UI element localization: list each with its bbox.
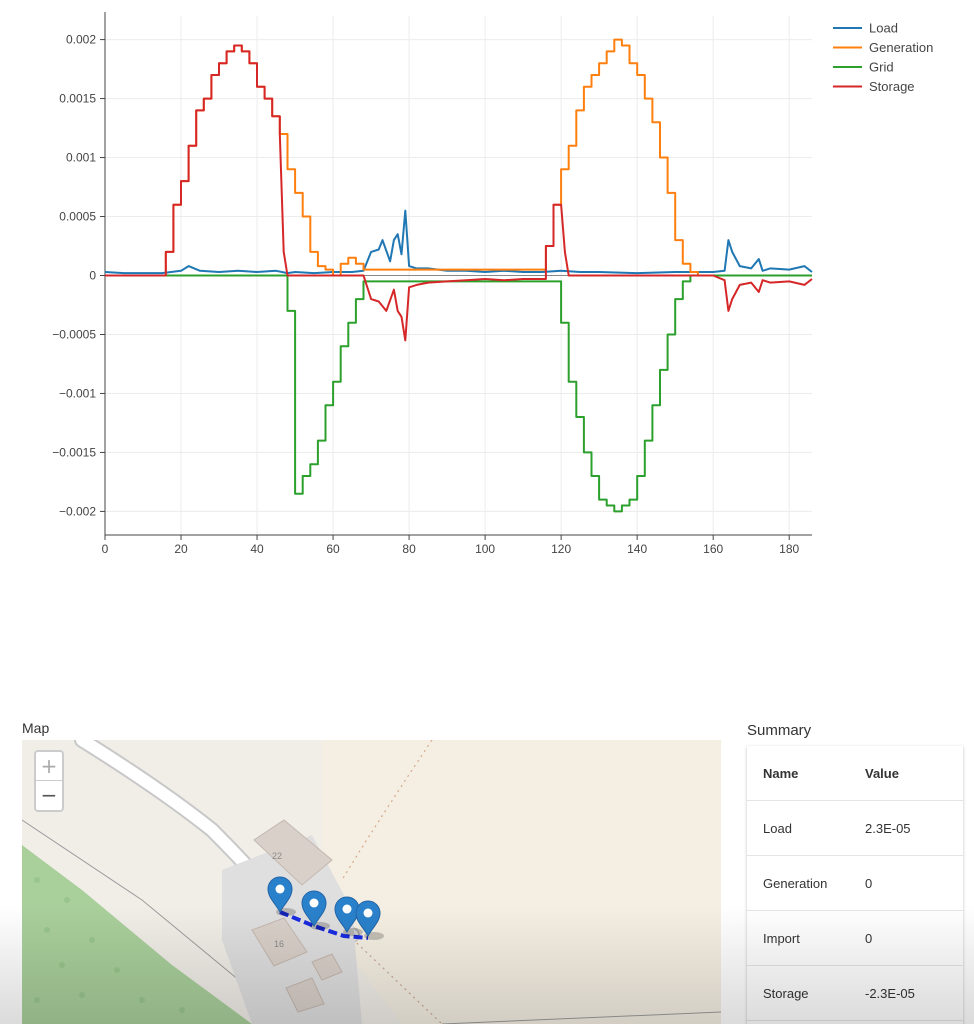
x-tick-label: 60 bbox=[326, 542, 340, 556]
y-tick-label: −0.0015 bbox=[52, 445, 96, 459]
legend-label[interactable]: Storage bbox=[869, 79, 915, 94]
y-tick-label: 0.001 bbox=[66, 151, 96, 165]
summary-row-name: Import bbox=[763, 930, 800, 946]
x-tick-label: 180 bbox=[779, 542, 799, 556]
map-marker-icon[interactable] bbox=[301, 890, 330, 930]
y-tick-label: −0.001 bbox=[59, 386, 96, 400]
chart-series bbox=[104, 38, 813, 513]
x-tick-label: 120 bbox=[551, 542, 571, 556]
building-16 bbox=[251, 917, 308, 967]
summary-row-value: 2.3E-05 bbox=[865, 820, 911, 836]
summary-row-name: Storage bbox=[763, 985, 809, 1001]
y-tick-label: 0.0005 bbox=[59, 210, 96, 224]
map-marker-icon[interactable] bbox=[334, 896, 363, 936]
series-line-grid bbox=[105, 274, 812, 513]
map-tiles[interactable]: 22 16 bbox=[22, 740, 721, 1024]
table-row: Storage -2.3E-05 bbox=[747, 966, 963, 1021]
table-row: Import 0 bbox=[747, 911, 963, 966]
building-label-22: 22 bbox=[272, 851, 282, 861]
building-label-16: 16 bbox=[274, 939, 284, 949]
map-marker-icon[interactable] bbox=[355, 900, 384, 940]
x-tick-label: 20 bbox=[174, 542, 188, 556]
building-22 bbox=[253, 819, 333, 886]
summary-header-value: Value bbox=[865, 765, 899, 781]
power-flow-line-chart: 0 20 40 60 80 100 120 140 160 180 0.002 0.0015 0.001… bbox=[52, 12, 933, 556]
table-row: Generation 0 bbox=[747, 856, 963, 911]
y-tick-label: 0 bbox=[89, 269, 96, 283]
summary-header-name: Name bbox=[763, 765, 799, 781]
chart-legend[interactable]: Load Generation Grid Storage bbox=[833, 21, 933, 95]
x-tick-label: 140 bbox=[627, 542, 647, 556]
summary-row-value: 0 bbox=[865, 875, 873, 891]
summary-section-title: Summary bbox=[747, 722, 812, 739]
summary-row-name: Generation bbox=[763, 875, 828, 891]
map-marker-icon[interactable] bbox=[267, 876, 296, 916]
map-zoom-control: + − bbox=[34, 750, 64, 812]
series-line-load bbox=[104, 209, 813, 275]
zoom-out-button[interactable]: − bbox=[40, 783, 58, 807]
chart-axes: 0 20 40 60 80 100 120 140 160 180 0.002 0.0015 0.001… bbox=[52, 12, 812, 556]
map-view[interactable]: 22 16 + − bbox=[22, 740, 721, 1024]
x-tick-label: 160 bbox=[703, 542, 723, 556]
y-tick-label: 0.0015 bbox=[59, 92, 96, 106]
x-tick-label: 40 bbox=[250, 542, 264, 556]
y-tick-label: −0.0005 bbox=[52, 327, 96, 341]
summary-header-row: Name Value bbox=[747, 746, 963, 801]
map-section-title: Map bbox=[22, 720, 50, 736]
legend-label[interactable]: Grid bbox=[869, 60, 894, 75]
legend-label[interactable]: Load bbox=[869, 21, 898, 36]
building-small-1 bbox=[311, 953, 343, 981]
table-row: Load 2.3E-05 bbox=[747, 801, 963, 856]
y-tick-label: −0.002 bbox=[59, 504, 96, 518]
y-tick-label: 0.002 bbox=[66, 33, 96, 47]
chart-gridlines bbox=[104, 16, 812, 535]
woodland-area bbox=[22, 845, 252, 1024]
summary-table: Name Value Load 2.3E-05 Generation 0 Imp… bbox=[747, 746, 963, 1024]
summary-row-value: 0 bbox=[865, 930, 873, 946]
x-tick-label: 100 bbox=[475, 542, 495, 556]
summary-row-value: -2.3E-05 bbox=[865, 985, 915, 1001]
feeder-line[interactable] bbox=[279, 910, 369, 940]
legend-label[interactable]: Generation bbox=[869, 40, 933, 55]
series-line-storage bbox=[105, 44, 813, 342]
x-tick-label: 0 bbox=[102, 542, 109, 556]
summary-row-name: Load bbox=[763, 820, 792, 836]
building-small-2 bbox=[285, 977, 325, 1013]
x-tick-label: 80 bbox=[402, 542, 416, 556]
zoom-in-button[interactable]: + bbox=[36, 752, 62, 781]
